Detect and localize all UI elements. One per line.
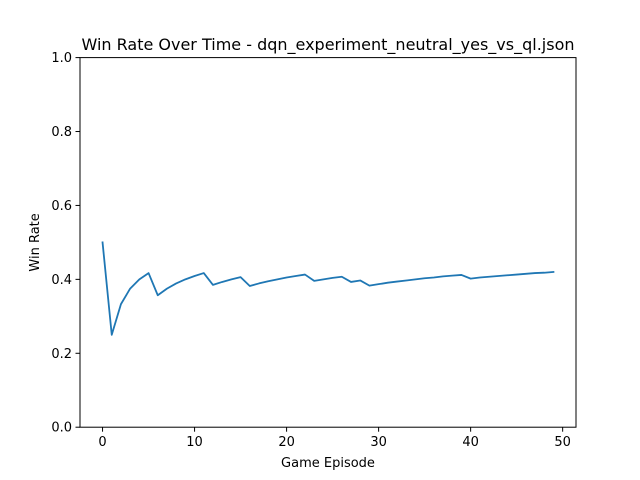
x-tick-label: 40	[462, 435, 479, 450]
x-tick-label: 30	[370, 435, 387, 450]
plot-area-frame	[79, 57, 577, 428]
y-axis-label: Win Rate	[28, 213, 43, 271]
y-tick-label: 1.0	[51, 51, 72, 66]
x-axis-label: Game Episode	[281, 456, 375, 471]
y-tick-label: 0.2	[51, 347, 72, 362]
series-line-win-rate	[101, 241, 555, 336]
y-tick-label: 0.8	[51, 125, 72, 140]
x-tick-label: 50	[554, 435, 571, 450]
series-layer	[101, 241, 555, 336]
y-tick-label: 0.4	[51, 273, 72, 288]
y-tick-label: 0.0	[51, 421, 72, 436]
y-tick-label: 0.6	[51, 199, 72, 214]
ticks-layer: 0 10 20 30 40 50 0.0 0.2 0.4 0.6 0.8 1.0	[51, 51, 571, 450]
chart-title: Win Rate Over Time - dqn_experiment_neut…	[81, 35, 574, 55]
x-tick-label: 10	[186, 435, 203, 450]
x-tick-label: 0	[98, 435, 106, 450]
x-tick-label: 20	[278, 435, 295, 450]
